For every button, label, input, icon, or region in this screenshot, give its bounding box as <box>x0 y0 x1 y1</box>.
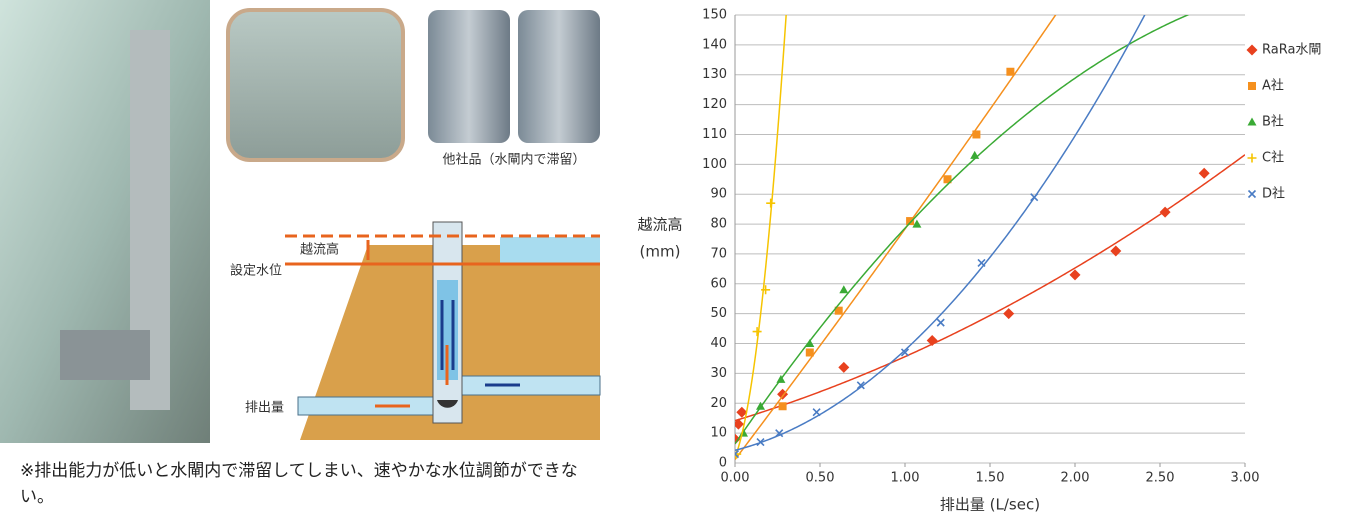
legend-label: B社 <box>1262 114 1284 130</box>
y-axis-label: (mm) <box>640 243 681 261</box>
marker <box>838 361 850 373</box>
marker <box>1003 308 1015 320</box>
y-tick-label: 120 <box>702 97 727 112</box>
trend-line <box>735 15 1057 460</box>
marker <box>805 339 815 348</box>
x-tick-label: 1.00 <box>891 471 920 486</box>
outlet-pipe <box>297 396 434 416</box>
y-tick-label: 90 <box>710 187 727 202</box>
y-tick-label: 140 <box>702 37 727 52</box>
marker <box>856 381 865 390</box>
trend-line <box>735 154 1245 422</box>
marker <box>778 402 787 411</box>
y-tick-label: 20 <box>710 396 727 411</box>
marker <box>756 401 765 410</box>
y-tick-label: 60 <box>710 276 727 291</box>
marker <box>735 449 740 459</box>
legend-label: RaRa水閘 <box>1262 43 1321 58</box>
y-tick-label: 0 <box>719 456 727 471</box>
marker <box>1247 153 1257 163</box>
marker <box>1069 269 1081 281</box>
marker <box>834 306 843 315</box>
x-tick-label: 1.50 <box>976 471 1005 486</box>
x-tick-label: 2.00 <box>1061 471 1090 486</box>
legend-label: A社 <box>1262 78 1284 94</box>
marker <box>775 429 784 438</box>
y-tick-label: 150 <box>702 8 727 23</box>
y-tick-label: 80 <box>710 217 727 232</box>
diagram-label: 越流高 <box>300 242 339 258</box>
marker <box>1246 44 1258 56</box>
legend-label: D社 <box>1262 186 1285 202</box>
marker <box>1198 167 1210 179</box>
marker <box>756 438 765 447</box>
photo-caption: 他社品（水閘内で滞留） <box>442 152 585 168</box>
marker <box>912 219 922 228</box>
y-tick-label: 70 <box>710 246 727 261</box>
marker <box>1110 245 1122 257</box>
marker <box>839 285 849 294</box>
inlet-pipe <box>459 375 601 396</box>
y-tick-label: 50 <box>710 306 727 321</box>
trend-line <box>735 15 1190 445</box>
diagram-label: 排出量 <box>245 401 284 416</box>
marker <box>805 348 814 357</box>
y-tick-label: 40 <box>710 336 727 351</box>
marker <box>761 285 771 295</box>
y-axis-label: 越流高 <box>637 216 682 234</box>
marker <box>972 130 981 139</box>
marker <box>735 418 744 430</box>
x-axis-label: 排出量 (L/sec) <box>940 496 1040 514</box>
y-tick-label: 100 <box>702 157 727 172</box>
note: ※排出能力が低いと水閘内で滞留してしまい、速やかな水位調節ができない。 <box>20 461 578 507</box>
marker <box>776 374 786 383</box>
x-tick-label: 2.50 <box>1146 471 1175 486</box>
photo <box>518 10 600 143</box>
marker <box>970 150 980 159</box>
marker <box>812 408 821 417</box>
marker <box>977 258 986 267</box>
marker <box>1247 117 1257 126</box>
diagram-label: 設定水位 <box>230 263 282 279</box>
x-tick-label: 0.50 <box>806 471 835 486</box>
y-tick-label: 10 <box>710 426 727 441</box>
photo <box>428 10 510 143</box>
marker <box>926 335 938 347</box>
marker <box>1030 193 1039 202</box>
marker <box>943 175 952 184</box>
y-tick-label: 130 <box>702 67 727 82</box>
marker <box>936 318 945 327</box>
valve <box>437 400 458 408</box>
y-tick-label: 30 <box>710 366 727 381</box>
marker <box>766 198 776 208</box>
x-tick-label: 3.00 <box>1231 471 1260 486</box>
marker <box>735 449 742 459</box>
water <box>500 237 600 265</box>
marker <box>1006 67 1015 76</box>
marker <box>1247 189 1257 199</box>
trend-line <box>735 15 1146 452</box>
trend-line <box>735 15 787 458</box>
marker <box>906 217 915 226</box>
inset-photo <box>226 8 405 162</box>
legend-label: C社 <box>1262 150 1284 166</box>
marker <box>1248 82 1256 90</box>
marker <box>736 406 748 418</box>
x-tick-label: 0.00 <box>721 471 750 486</box>
marker <box>1159 206 1171 218</box>
y-tick-label: 110 <box>702 127 727 142</box>
plot-area <box>735 15 1245 460</box>
marker <box>752 327 762 337</box>
pipe-photo <box>60 330 150 380</box>
marker <box>900 348 910 357</box>
